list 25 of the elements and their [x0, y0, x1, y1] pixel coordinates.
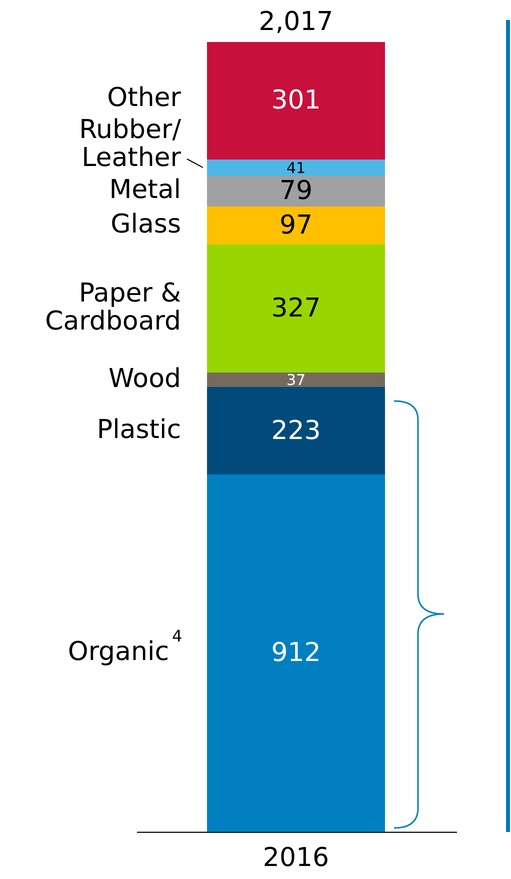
data-label: 223: [271, 416, 321, 446]
data-label: 41: [286, 158, 306, 177]
data-label: 97: [279, 210, 313, 241]
data-label: 301: [271, 86, 321, 116]
data-label: 912: [271, 638, 321, 668]
data-label: 37: [286, 371, 306, 390]
series-label: Glass: [110, 210, 181, 240]
series-label: Paper & Cardboard: [45, 278, 181, 337]
data-label: 79: [279, 176, 313, 206]
bar: [207, 160, 385, 176]
bar: [207, 176, 385, 208]
bar: [207, 474, 385, 832]
bar: [207, 244, 385, 374]
series-label: Wood: [108, 364, 181, 394]
series-label: Plastic: [96, 414, 181, 445]
series-label: Rubber/Leather: [79, 115, 182, 174]
bar: [207, 387, 385, 476]
data-label: 327: [271, 294, 321, 324]
bar: [207, 206, 385, 246]
x-tick-label: 2016: [262, 843, 330, 874]
total-label: 2,017: [258, 6, 334, 37]
series-label: Metal: [109, 175, 181, 206]
series-label: Other: [107, 83, 182, 114]
bar: [207, 42, 385, 160]
bar: [207, 372, 385, 388]
